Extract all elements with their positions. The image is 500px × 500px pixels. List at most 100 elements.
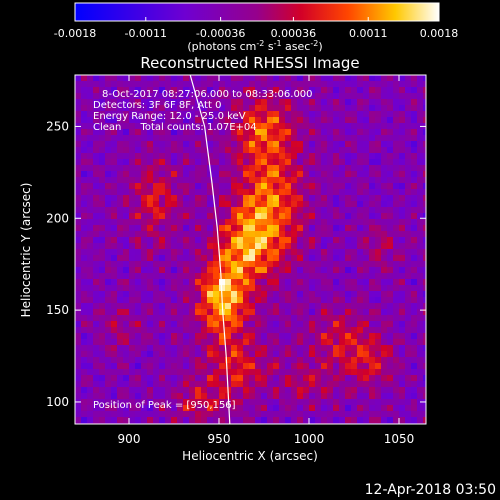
heatmap-cell <box>141 195 148 202</box>
heatmap-cell <box>243 417 250 424</box>
heatmap-cell <box>273 393 280 400</box>
heatmap-cell <box>231 147 238 154</box>
heatmap-cell <box>183 177 190 184</box>
heatmap-cell <box>225 225 232 232</box>
heatmap-cell <box>225 351 232 358</box>
heatmap-cell <box>363 405 370 412</box>
heatmap-cell <box>345 75 352 82</box>
heatmap-cell <box>243 111 250 118</box>
heatmap-cell <box>123 255 130 262</box>
heatmap-cell <box>243 309 250 316</box>
heatmap-cell <box>369 297 376 304</box>
heatmap-cell <box>117 135 124 142</box>
heatmap-cell <box>381 369 388 376</box>
heatmap-cell <box>111 273 118 280</box>
heatmap-cell <box>165 159 172 166</box>
heatmap-cell <box>141 381 148 388</box>
heatmap-cell <box>333 99 340 106</box>
heatmap-cell <box>189 285 196 292</box>
heatmap-cell <box>399 387 406 394</box>
heatmap-cell <box>123 315 130 322</box>
heatmap-cell <box>105 99 112 106</box>
heatmap-cell <box>297 417 304 424</box>
heatmap-cell <box>159 243 166 250</box>
heatmap-cell <box>165 303 172 310</box>
heatmap-cell <box>279 237 286 244</box>
heatmap-cell <box>255 165 262 172</box>
heatmap-cell <box>177 249 184 256</box>
heatmap-cell <box>423 291 426 298</box>
heatmap-cell <box>165 339 172 346</box>
heatmap-cell <box>285 303 292 310</box>
heatmap-cell <box>189 279 196 286</box>
heatmap-cell <box>141 81 148 88</box>
heatmap-cell <box>393 81 400 88</box>
heatmap-cell <box>207 219 214 226</box>
heatmap-cell <box>159 351 166 358</box>
heatmap-cell <box>333 393 340 400</box>
heatmap-cell <box>207 321 214 328</box>
heatmap-cell <box>249 213 256 220</box>
heatmap-cell <box>423 165 426 172</box>
heatmap-cell <box>141 315 148 322</box>
heatmap-cell <box>129 249 136 256</box>
heatmap-cell <box>195 213 202 220</box>
heatmap-cell <box>417 339 424 346</box>
heatmap-cell <box>261 135 268 142</box>
heatmap-cell <box>75 393 82 400</box>
heatmap-cell <box>123 213 130 220</box>
heatmap-cell <box>201 111 208 118</box>
heatmap-cell <box>237 351 244 358</box>
heatmap-cell <box>81 165 88 172</box>
heatmap-cell <box>135 315 142 322</box>
heatmap-cell <box>321 375 328 382</box>
heatmap-cell <box>237 225 244 232</box>
heatmap-cell <box>117 393 124 400</box>
heatmap-cell <box>207 405 214 412</box>
heatmap-cell <box>369 273 376 280</box>
y-tick-label: 100 <box>46 395 69 409</box>
heatmap-cell <box>225 405 232 412</box>
heatmap-cell <box>213 123 220 130</box>
heatmap-cell <box>213 105 220 112</box>
heatmap-cell <box>267 327 274 334</box>
heatmap-cell <box>93 399 100 406</box>
heatmap-cell <box>123 321 130 328</box>
heatmap-cell <box>417 231 424 238</box>
heatmap-cell <box>267 309 274 316</box>
heatmap-cell <box>171 153 178 160</box>
heatmap-cell <box>405 225 412 232</box>
heatmap-cell <box>315 105 322 112</box>
heatmap-cell <box>321 321 328 328</box>
heatmap-cell <box>339 99 346 106</box>
heatmap-cell <box>141 135 148 142</box>
heatmap-cell <box>387 375 394 382</box>
heatmap-cell <box>321 195 328 202</box>
heatmap-cell <box>75 381 82 388</box>
heatmap-cell <box>381 321 388 328</box>
heatmap-cell <box>381 381 388 388</box>
heatmap-cell <box>417 189 424 196</box>
heatmap-cell <box>321 171 328 178</box>
heatmap-cell <box>219 105 226 112</box>
heatmap-cell <box>423 249 426 256</box>
heatmap-cell <box>99 399 106 406</box>
heatmap-cell <box>363 147 370 154</box>
heatmap-cell <box>321 117 328 124</box>
heatmap-cell <box>327 249 334 256</box>
heatmap-cell <box>189 399 196 406</box>
heatmap-cell <box>423 141 426 148</box>
heatmap-cell <box>207 111 214 118</box>
heatmap-cell <box>201 93 208 100</box>
heatmap-cell <box>297 171 304 178</box>
heatmap-cell <box>327 171 334 178</box>
heatmap-cell <box>219 99 226 106</box>
heatmap-cell <box>105 345 112 352</box>
heatmap-cell <box>375 309 382 316</box>
heatmap-cell <box>243 399 250 406</box>
heatmap-cell <box>417 381 424 388</box>
heatmap-cell <box>339 279 346 286</box>
heatmap-cell <box>261 267 268 274</box>
heatmap-cell <box>105 261 112 268</box>
heatmap-cell <box>159 285 166 292</box>
